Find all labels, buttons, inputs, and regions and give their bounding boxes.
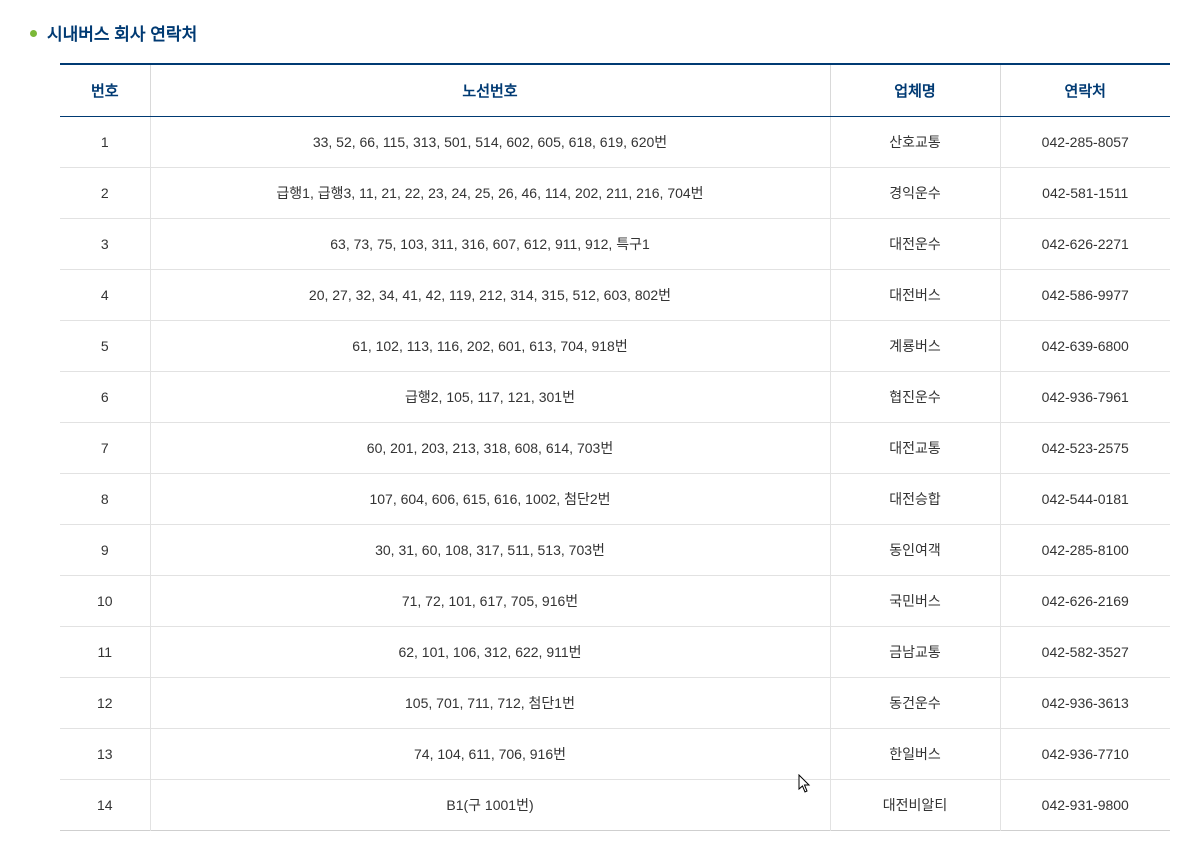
cell-company: 대전버스 (830, 270, 1000, 321)
bullet-icon (30, 30, 37, 37)
cell-routes: 30, 31, 60, 108, 317, 511, 513, 703번 (150, 525, 830, 576)
cell-routes: 20, 27, 32, 34, 41, 42, 119, 212, 314, 3… (150, 270, 830, 321)
table-row: 12105, 701, 711, 712, 첨단1번동건운수042-936-36… (60, 678, 1170, 729)
table-head: 번호 노선번호 업체명 연락처 (60, 64, 1170, 117)
cell-routes: 급행1, 급행3, 11, 21, 22, 23, 24, 25, 26, 46… (150, 168, 830, 219)
col-header-contact: 연락처 (1000, 64, 1170, 117)
table-row: 1071, 72, 101, 617, 705, 916번국민버스042-626… (60, 576, 1170, 627)
cell-company: 동인여객 (830, 525, 1000, 576)
cell-company: 대전교통 (830, 423, 1000, 474)
cell-number: 7 (60, 423, 150, 474)
cell-contact: 042-544-0181 (1000, 474, 1170, 525)
cell-company: 경익운수 (830, 168, 1000, 219)
cell-company: 한일버스 (830, 729, 1000, 780)
cell-company: 국민버스 (830, 576, 1000, 627)
cell-number: 12 (60, 678, 150, 729)
cell-contact: 042-581-1511 (1000, 168, 1170, 219)
cell-number: 14 (60, 780, 150, 831)
cell-routes: 63, 73, 75, 103, 311, 316, 607, 612, 911… (150, 219, 830, 270)
cell-contact: 042-936-7710 (1000, 729, 1170, 780)
cell-contact: 042-582-3527 (1000, 627, 1170, 678)
table-body: 133, 52, 66, 115, 313, 501, 514, 602, 60… (60, 117, 1170, 831)
table-row: 2급행1, 급행3, 11, 21, 22, 23, 24, 25, 26, 4… (60, 168, 1170, 219)
cell-number: 10 (60, 576, 150, 627)
cell-number: 2 (60, 168, 150, 219)
table-row: 133, 52, 66, 115, 313, 501, 514, 602, 60… (60, 117, 1170, 168)
cell-number: 6 (60, 372, 150, 423)
cell-company: 협진운수 (830, 372, 1000, 423)
cell-routes: 62, 101, 106, 312, 622, 911번 (150, 627, 830, 678)
table-row: 6급행2, 105, 117, 121, 301번협진운수042-936-796… (60, 372, 1170, 423)
table-row: 561, 102, 113, 116, 202, 601, 613, 704, … (60, 321, 1170, 372)
table-row: 14B1(구 1001번)대전비알티042-931-9800 (60, 780, 1170, 831)
cell-routes: B1(구 1001번) (150, 780, 830, 831)
cell-contact: 042-523-2575 (1000, 423, 1170, 474)
col-header-number: 번호 (60, 64, 150, 117)
table-row: 1374, 104, 611, 706, 916번한일버스042-936-771… (60, 729, 1170, 780)
table-wrapper: 번호 노선번호 업체명 연락처 133, 52, 66, 115, 313, 5… (30, 63, 1170, 831)
cell-contact: 042-936-7961 (1000, 372, 1170, 423)
cell-routes: 61, 102, 113, 116, 202, 601, 613, 704, 9… (150, 321, 830, 372)
cell-company: 금남교통 (830, 627, 1000, 678)
cell-company: 대전승합 (830, 474, 1000, 525)
table-row: 420, 27, 32, 34, 41, 42, 119, 212, 314, … (60, 270, 1170, 321)
cell-contact: 042-285-8057 (1000, 117, 1170, 168)
cell-contact: 042-285-8100 (1000, 525, 1170, 576)
col-header-company: 업체명 (830, 64, 1000, 117)
heading-row: 시내버스 회사 연락처 (30, 20, 1170, 45)
cell-contact: 042-639-6800 (1000, 321, 1170, 372)
cell-number: 9 (60, 525, 150, 576)
cell-routes: 60, 201, 203, 213, 318, 608, 614, 703번 (150, 423, 830, 474)
page-title: 시내버스 회사 연락처 (47, 20, 197, 45)
cell-number: 11 (60, 627, 150, 678)
cell-number: 8 (60, 474, 150, 525)
cell-routes: 33, 52, 66, 115, 313, 501, 514, 602, 605… (150, 117, 830, 168)
cell-contact: 042-626-2169 (1000, 576, 1170, 627)
cell-number: 5 (60, 321, 150, 372)
table-row: 760, 201, 203, 213, 318, 608, 614, 703번대… (60, 423, 1170, 474)
cell-company: 대전비알티 (830, 780, 1000, 831)
cell-number: 4 (60, 270, 150, 321)
cell-routes: 107, 604, 606, 615, 616, 1002, 첨단2번 (150, 474, 830, 525)
cell-contact: 042-936-3613 (1000, 678, 1170, 729)
cell-company: 계룡버스 (830, 321, 1000, 372)
bus-company-table: 번호 노선번호 업체명 연락처 133, 52, 66, 115, 313, 5… (60, 63, 1170, 831)
table-row: 1162, 101, 106, 312, 622, 911번금남교통042-58… (60, 627, 1170, 678)
cell-number: 13 (60, 729, 150, 780)
cell-company: 동건운수 (830, 678, 1000, 729)
cell-number: 1 (60, 117, 150, 168)
col-header-routes: 노선번호 (150, 64, 830, 117)
table-row: 930, 31, 60, 108, 317, 511, 513, 703번동인여… (60, 525, 1170, 576)
cell-contact: 042-626-2271 (1000, 219, 1170, 270)
cell-routes: 74, 104, 611, 706, 916번 (150, 729, 830, 780)
cell-routes: 급행2, 105, 117, 121, 301번 (150, 372, 830, 423)
cell-company: 산호교통 (830, 117, 1000, 168)
table-row: 8107, 604, 606, 615, 616, 1002, 첨단2번대전승합… (60, 474, 1170, 525)
cell-routes: 105, 701, 711, 712, 첨단1번 (150, 678, 830, 729)
cell-routes: 71, 72, 101, 617, 705, 916번 (150, 576, 830, 627)
cell-contact: 042-586-9977 (1000, 270, 1170, 321)
cell-contact: 042-931-9800 (1000, 780, 1170, 831)
cell-number: 3 (60, 219, 150, 270)
table-row: 363, 73, 75, 103, 311, 316, 607, 612, 91… (60, 219, 1170, 270)
cell-company: 대전운수 (830, 219, 1000, 270)
